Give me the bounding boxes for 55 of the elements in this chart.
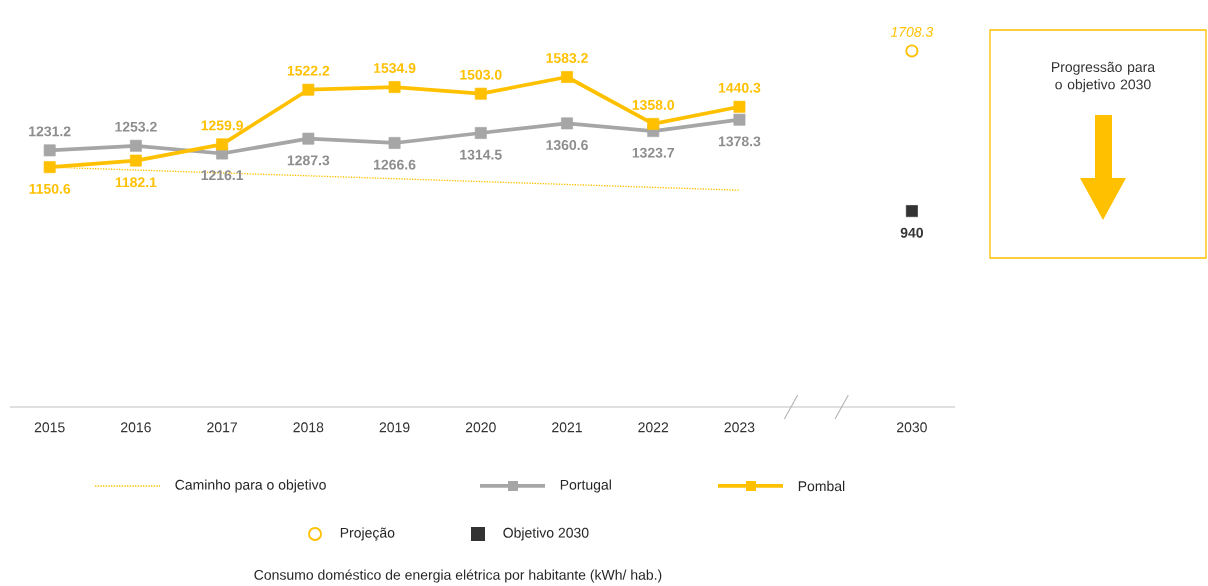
data-label: 1266.6 (374, 159, 416, 170)
x-tick-label: 2018 (293, 422, 324, 433)
point (43, 144, 56, 157)
point (388, 137, 401, 149)
point (129, 139, 142, 152)
data-label: 1253.2 (115, 121, 157, 132)
point (647, 117, 660, 130)
text: Consumo doméstico de energia elétrica por habitante (kWh/ hab.) (254, 569, 662, 583)
data-label: 1231.2 (29, 126, 71, 137)
data-label: 1378.3 (718, 136, 761, 147)
data-label: 1708.3 (890, 26, 934, 37)
point (474, 127, 487, 139)
point (561, 117, 573, 130)
legend-label: Portugal (560, 479, 611, 493)
legend-label: Projeção (340, 527, 395, 541)
data-label: 1287.3 (287, 155, 330, 166)
data-label: 1358.0 (632, 99, 675, 110)
point (561, 71, 573, 83)
data-label: 1534.9 (374, 63, 416, 74)
data-label: 1522.2 (287, 65, 330, 76)
point (388, 81, 401, 93)
data-label: 1583.2 (546, 53, 588, 63)
point (302, 132, 315, 145)
x-tick-label: 2017 (207, 422, 237, 433)
data-label: 1259.9 (201, 120, 243, 131)
point (733, 100, 746, 113)
x-tick-label: 2015 (34, 422, 65, 433)
point (733, 113, 746, 126)
point (905, 44, 919, 58)
point (216, 138, 229, 151)
x-tick-label: 2022 (638, 422, 669, 433)
data-label: 1216.1 (201, 170, 244, 181)
legend-label: Pombal (798, 480, 845, 492)
x-tick-label: 2023 (724, 422, 755, 433)
x-tick-label: 2019 (379, 422, 410, 433)
data-label: 1323.7 (632, 147, 675, 158)
x-tick-label: 2020 (465, 422, 496, 433)
legend-label: Caminho para o objetivo (175, 479, 326, 493)
point (474, 87, 487, 100)
text: Progressão para o objetivo 2030 (1052, 61, 1156, 93)
point (905, 205, 918, 217)
legend-label: Objetivo 2030 (503, 527, 589, 541)
x-tick-label: 2016 (121, 422, 151, 433)
data-label: 1314.5 (460, 149, 502, 160)
point (129, 154, 142, 167)
data-label: 1440.3 (718, 82, 761, 93)
x-tick-label: 2021 (552, 422, 582, 433)
data-label: 940 (900, 227, 923, 238)
data-label: 1360.6 (546, 140, 588, 151)
point (43, 161, 56, 174)
point (302, 83, 315, 96)
data-label: 1182.1 (115, 177, 157, 188)
x-tick-label: 2030 (897, 422, 927, 433)
data-label: 1503.0 (460, 69, 502, 80)
data-label: 1150.6 (29, 183, 71, 194)
